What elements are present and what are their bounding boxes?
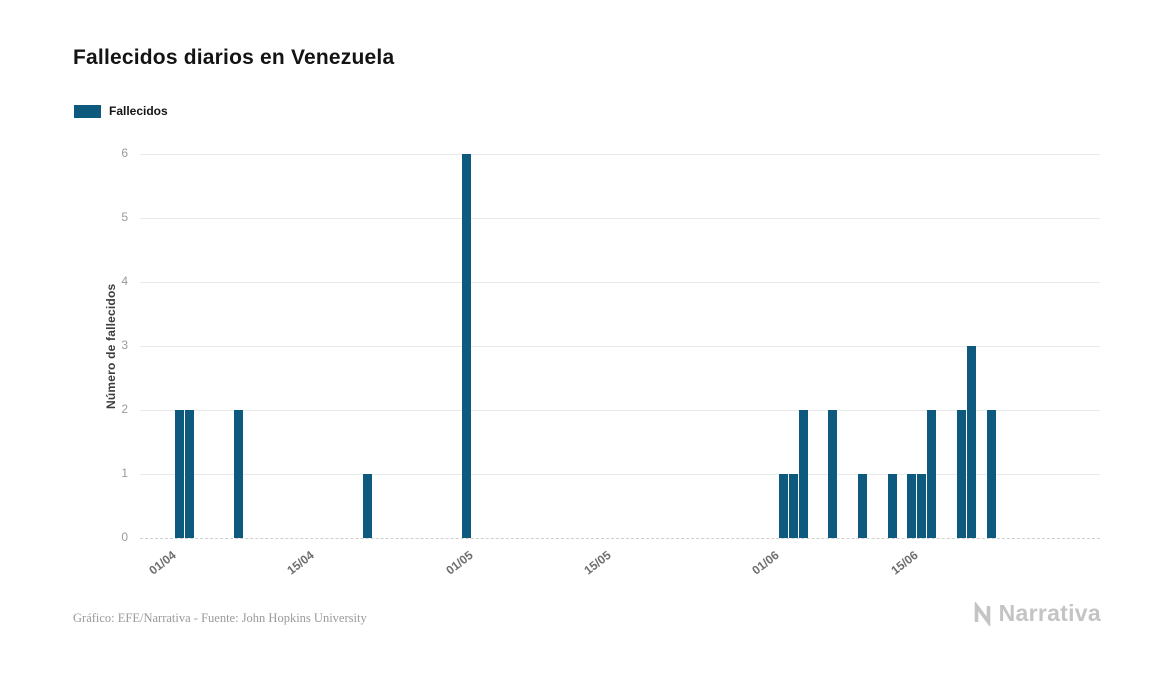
x-tick-label: 15/05 [581,548,614,578]
y-tick-label: 6 [121,146,128,160]
gridline [140,282,1100,283]
bar-10-06[interactable] [857,474,867,538]
bar-16-06[interactable] [917,474,927,538]
x-tick-label: 01/06 [749,548,783,578]
y-tick-label: 3 [121,338,128,352]
x-tick-label: 01/05 [442,548,476,578]
bar-23-06[interactable] [986,410,996,538]
bar-15-06[interactable] [907,474,917,538]
legend-swatch [74,104,101,118]
gridline [140,346,1100,347]
gridline [140,410,1100,411]
bar-03-06[interactable] [788,474,798,538]
y-tick-label: 5 [121,210,128,224]
y-tick-label: 2 [121,402,128,416]
source-credit: Gráfico: EFE/Narrativa - Fuente: John Ho… [73,611,367,625]
y-tick-label: 1 [121,466,128,480]
y-tick-label: 0 [121,530,128,544]
narrativa-logo: Narrativa [972,600,1101,627]
legend-label: Fallecidos [109,104,168,118]
bar-21-04[interactable] [363,474,373,538]
narrativa-logo-text: Narrativa [998,600,1101,626]
bar-01-05[interactable] [462,154,472,538]
bar-02-06[interactable] [778,474,788,538]
bar-02-04[interactable] [175,410,185,538]
narrativa-logo-icon [974,601,990,626]
x-tick-label: 01/04 [146,548,179,578]
y-tick-label: 4 [121,274,128,288]
plot-area: 0 1 2 3 4 5 6 01/04 15/04 01/05 15/05 01/06 15/06 [121,146,1100,578]
gridline [140,474,1100,475]
bar-07-06[interactable] [828,410,838,538]
bar-21-06[interactable] [966,346,976,538]
chart-title: Fallecidos diarios en Venezuela [73,46,395,69]
legend-item-fallecidos[interactable]: Fallecidos [74,104,168,118]
gridline [140,218,1100,219]
bar-04-06[interactable] [798,410,808,538]
x-tick-label: 15/04 [284,548,317,578]
x-tick-label: 15/06 [888,548,921,578]
bar-20-06[interactable] [956,410,966,538]
bar-03-04[interactable] [184,410,194,538]
bar-17-06[interactable] [927,410,937,538]
bar-13-06[interactable] [887,474,897,538]
gridline [140,154,1100,155]
gridline [140,538,1100,539]
bar-08-04[interactable] [234,410,244,538]
